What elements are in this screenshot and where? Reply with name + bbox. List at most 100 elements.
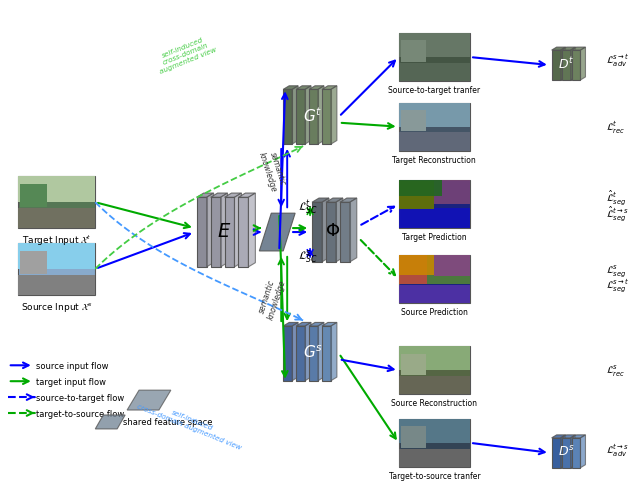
Polygon shape <box>292 87 298 145</box>
Polygon shape <box>207 194 214 267</box>
Polygon shape <box>340 203 350 262</box>
Bar <box>399 285 470 303</box>
Polygon shape <box>552 435 566 438</box>
Bar <box>20 251 47 274</box>
Bar <box>18 177 95 228</box>
Polygon shape <box>340 198 356 203</box>
Bar <box>435 256 470 277</box>
Bar <box>18 177 95 203</box>
Polygon shape <box>259 214 295 251</box>
Bar <box>18 275 95 295</box>
Bar <box>399 104 470 151</box>
Polygon shape <box>331 87 337 145</box>
Bar <box>399 104 470 127</box>
Bar <box>399 181 442 196</box>
Polygon shape <box>211 198 221 267</box>
Text: target input flow: target input flow <box>36 377 106 386</box>
Text: $\mathcal{L}^t_{rec}$: $\mathcal{L}^t_{rec}$ <box>606 119 626 136</box>
Polygon shape <box>221 194 228 267</box>
Text: $\mathcal{L}^s_{SC}$: $\mathcal{L}^s_{SC}$ <box>298 248 318 265</box>
Polygon shape <box>95 415 125 429</box>
Bar <box>399 64 470 82</box>
Polygon shape <box>284 326 292 381</box>
Text: Source Reconstruction: Source Reconstruction <box>391 398 477 407</box>
Bar <box>399 419 470 467</box>
Bar <box>18 209 95 228</box>
Text: self-induced
cross-domain augmented view: self-induced cross-domain augmented view <box>136 396 245 450</box>
Polygon shape <box>309 326 318 381</box>
Bar <box>427 256 470 284</box>
Bar <box>399 182 435 210</box>
Text: self-induced
cross-domain
augmented view: self-induced cross-domain augmented view <box>154 33 218 75</box>
Text: $G^s$: $G^s$ <box>303 343 323 360</box>
Polygon shape <box>562 438 570 468</box>
Text: shared feature space: shared feature space <box>123 418 212 426</box>
Polygon shape <box>562 435 575 438</box>
Polygon shape <box>580 48 586 81</box>
Text: $\mathcal{L}^{s\to t}_{adv}$: $\mathcal{L}^{s\to t}_{adv}$ <box>606 53 630 69</box>
Polygon shape <box>318 323 324 381</box>
Polygon shape <box>127 390 171 410</box>
Text: semantic
knowledge: semantic knowledge <box>257 275 288 321</box>
Polygon shape <box>322 323 337 326</box>
Text: $\mathcal{L}^t_{SC}$: $\mathcal{L}^t_{SC}$ <box>298 197 318 216</box>
Bar <box>399 419 470 443</box>
Polygon shape <box>552 51 561 81</box>
Bar <box>401 354 426 375</box>
Polygon shape <box>225 198 234 267</box>
Polygon shape <box>248 194 255 267</box>
Polygon shape <box>296 323 311 326</box>
Polygon shape <box>561 48 566 81</box>
Bar <box>401 426 426 448</box>
Bar <box>435 181 470 205</box>
Bar <box>399 256 470 303</box>
Polygon shape <box>309 90 318 145</box>
Polygon shape <box>225 194 241 198</box>
Polygon shape <box>580 435 586 468</box>
Text: $G^t$: $G^t$ <box>303 106 323 125</box>
Text: $D^t$: $D^t$ <box>559 56 575 72</box>
Text: Target-to-source tranfer: Target-to-source tranfer <box>388 471 480 480</box>
Polygon shape <box>305 323 311 381</box>
Text: $D^s$: $D^s$ <box>558 444 575 458</box>
Bar <box>401 111 426 132</box>
Polygon shape <box>284 90 292 145</box>
Text: $\mathcal{L}^{t\to s}_{adv}$: $\mathcal{L}^{t\to s}_{adv}$ <box>606 441 630 458</box>
Polygon shape <box>572 48 586 51</box>
Text: Source Prediction: Source Prediction <box>401 307 468 316</box>
Polygon shape <box>292 323 298 381</box>
Polygon shape <box>350 198 356 262</box>
Bar <box>18 243 95 295</box>
Text: $\mathcal{L}^s_{seg}$: $\mathcal{L}^s_{seg}$ <box>606 262 627 278</box>
Text: Source Input $\mathcal{X}^s$: Source Input $\mathcal{X}^s$ <box>20 300 92 313</box>
Text: $\mathcal{L}^{s\to t}_{seg}$: $\mathcal{L}^{s\to t}_{seg}$ <box>606 277 630 295</box>
Polygon shape <box>326 198 343 203</box>
Polygon shape <box>322 198 329 262</box>
Bar <box>399 34 470 82</box>
Polygon shape <box>331 323 337 381</box>
Bar <box>399 347 470 394</box>
Polygon shape <box>570 48 575 81</box>
Text: $\Phi$: $\Phi$ <box>325 222 340 240</box>
Polygon shape <box>284 323 298 326</box>
Polygon shape <box>336 198 343 262</box>
Text: Target Reconstruction: Target Reconstruction <box>392 155 476 164</box>
Polygon shape <box>296 90 305 145</box>
Text: Source-to-target tranfer: Source-to-target tranfer <box>388 86 481 95</box>
Polygon shape <box>309 323 324 326</box>
Bar <box>399 449 470 467</box>
Text: source input flow: source input flow <box>36 361 108 370</box>
Polygon shape <box>234 194 241 267</box>
Polygon shape <box>570 435 575 468</box>
Polygon shape <box>318 87 324 145</box>
Polygon shape <box>326 203 336 262</box>
Text: source-to-target flow: source-to-target flow <box>36 393 124 402</box>
Polygon shape <box>572 438 580 468</box>
Bar <box>20 185 47 208</box>
Text: Target Prediction: Target Prediction <box>402 233 467 242</box>
Bar <box>399 133 470 151</box>
Polygon shape <box>309 87 324 90</box>
Bar <box>399 209 470 228</box>
Polygon shape <box>296 87 311 90</box>
Polygon shape <box>322 87 337 90</box>
